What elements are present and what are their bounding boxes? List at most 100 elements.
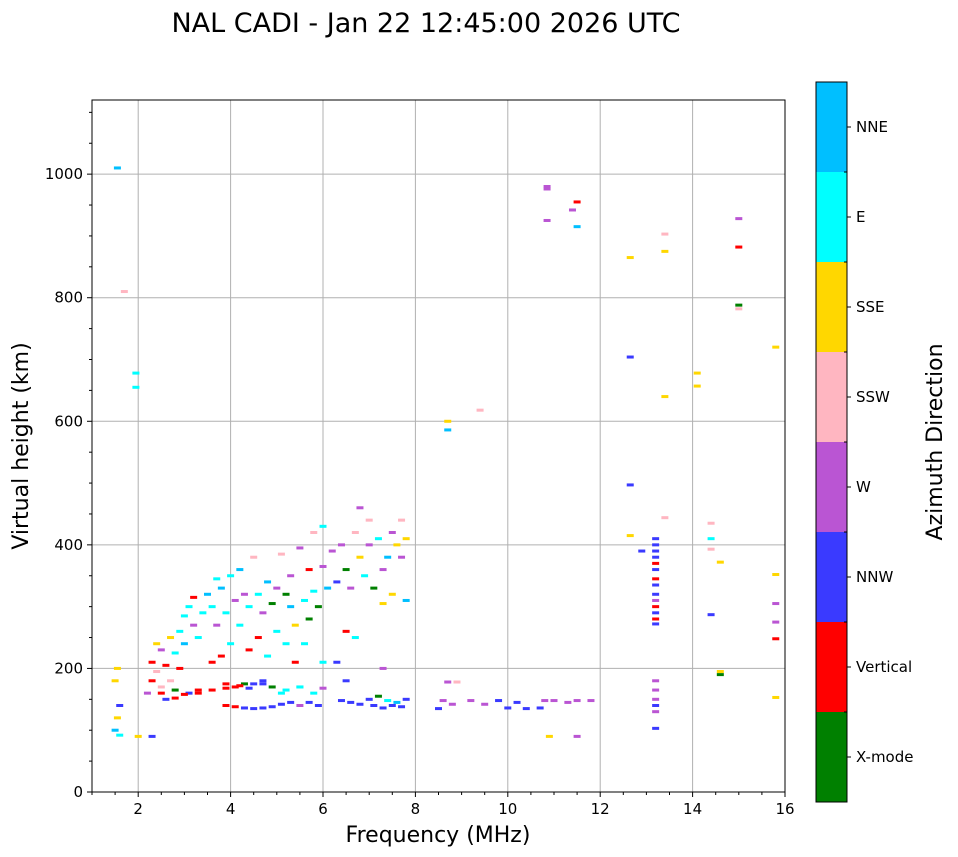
x-tick-label: 8 <box>411 800 421 818</box>
echo-point <box>132 385 140 389</box>
echo-point <box>291 623 299 627</box>
echo-point <box>626 256 634 260</box>
y-tick-label: 600 <box>54 412 83 430</box>
echo-point <box>296 685 304 689</box>
echo-point <box>351 531 359 534</box>
echo-point <box>208 605 216 609</box>
x-tick-label: 6 <box>318 800 328 818</box>
echo-point <box>194 688 202 692</box>
echo-point <box>268 602 276 606</box>
echo-point <box>227 574 235 578</box>
echo-point <box>213 577 221 581</box>
x-tick-label: 4 <box>226 800 236 818</box>
colorbar-tick-label: SSW <box>856 388 890 406</box>
echo-point <box>573 699 581 703</box>
echo-point <box>541 699 549 703</box>
echo-point <box>772 695 780 699</box>
echo-point <box>365 518 373 522</box>
echo-point <box>250 682 258 686</box>
echo-point <box>157 691 165 695</box>
echo-point <box>236 623 244 627</box>
echo-point <box>231 705 239 709</box>
echo-point <box>652 568 660 572</box>
echo-point <box>208 660 216 664</box>
echo-point <box>388 531 396 534</box>
echo-point <box>652 704 660 707</box>
echo-point <box>652 622 660 626</box>
colorbar-segment <box>816 262 847 352</box>
echo-point <box>176 666 184 670</box>
echo-point <box>148 679 156 683</box>
echo-point <box>259 679 267 683</box>
echo-point <box>444 419 452 423</box>
colorbar-segment <box>816 712 847 802</box>
echo-point <box>568 208 576 212</box>
echo-point <box>282 642 290 646</box>
echo-point <box>217 654 225 658</box>
echo-point <box>132 371 140 375</box>
echo-point <box>347 586 355 590</box>
echo-point <box>365 697 373 701</box>
echo-point <box>388 592 396 596</box>
echo-point <box>153 642 161 646</box>
echo-point <box>402 598 410 602</box>
echo-point <box>171 651 179 655</box>
echo-point <box>268 705 276 709</box>
echo-point <box>652 549 660 553</box>
echo-point <box>444 680 452 684</box>
echo-point <box>379 706 387 710</box>
colorbar-tick-label: NNW <box>856 568 893 586</box>
echo-point <box>351 636 359 640</box>
echo-point <box>652 611 660 615</box>
echo-point <box>374 537 382 541</box>
echo-point <box>652 577 660 581</box>
x-tick-label: 2 <box>133 800 143 818</box>
x-axis-label: Frequency (MHz) <box>346 823 531 848</box>
echo-point <box>319 660 327 664</box>
echo-point <box>393 543 401 547</box>
echo-point <box>370 704 378 707</box>
echo-point <box>481 702 489 706</box>
echo-point <box>495 699 503 703</box>
colorbar-tick-label: SSE <box>856 298 885 316</box>
y-tick-label: 400 <box>54 536 83 554</box>
echo-point <box>222 704 230 707</box>
echo-point <box>735 307 743 311</box>
echo-point <box>448 702 456 706</box>
echo-point <box>245 605 253 609</box>
echo-point <box>626 534 634 538</box>
echo-point <box>661 249 669 253</box>
echo-point <box>361 574 369 578</box>
echo-point <box>467 699 475 703</box>
echo-point <box>587 699 595 703</box>
echo-point <box>398 555 406 559</box>
echo-point <box>661 232 669 236</box>
colorbar: NNE E SSE SSW W NNW Vertical X-mode <box>815 81 913 803</box>
echo-point <box>171 688 179 692</box>
echo-point <box>180 692 188 696</box>
echo-point <box>171 696 179 700</box>
colorbar-segment <box>816 352 847 442</box>
echo-point <box>310 531 318 534</box>
echo-point <box>157 648 165 652</box>
echo-point <box>536 706 544 710</box>
echo-point <box>652 598 660 602</box>
echo-point <box>652 688 660 692</box>
echo-point <box>222 611 230 615</box>
echo-point <box>254 636 262 640</box>
y-tick-label: 0 <box>73 783 83 801</box>
echo-point <box>319 686 327 690</box>
colorbar-tick-label: NNE <box>856 118 888 136</box>
echo-point <box>693 384 701 388</box>
echo-point <box>162 697 170 701</box>
echo-point <box>772 620 780 624</box>
echo-point <box>652 543 660 547</box>
echo-point <box>324 586 332 590</box>
colorbar-label: Azimuth Direction <box>923 343 948 540</box>
echo-point <box>231 685 239 689</box>
echo-point <box>167 679 175 683</box>
echo-point <box>638 549 646 553</box>
echo-point <box>379 568 387 572</box>
echo-point <box>143 691 151 695</box>
